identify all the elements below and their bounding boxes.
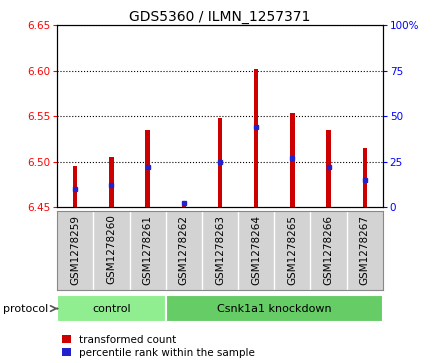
- Legend: transformed count, percentile rank within the sample: transformed count, percentile rank withi…: [62, 335, 255, 358]
- Bar: [73, 166, 77, 207]
- Bar: [218, 118, 222, 207]
- Bar: [182, 204, 186, 207]
- Bar: [311, 25, 347, 207]
- Text: GSM1278265: GSM1278265: [287, 215, 297, 285]
- Text: GSM1278259: GSM1278259: [70, 215, 80, 285]
- Text: Csnk1a1 knockdown: Csnk1a1 knockdown: [217, 303, 332, 314]
- FancyBboxPatch shape: [166, 295, 383, 322]
- Bar: [109, 157, 114, 207]
- Bar: [93, 25, 129, 207]
- Bar: [326, 130, 331, 207]
- Bar: [146, 130, 150, 207]
- Text: GSM1278266: GSM1278266: [323, 215, 334, 285]
- Bar: [274, 25, 311, 207]
- Bar: [57, 25, 93, 207]
- Bar: [254, 69, 258, 207]
- Text: protocol: protocol: [3, 303, 48, 314]
- Text: GSM1278264: GSM1278264: [251, 215, 261, 285]
- Bar: [166, 25, 202, 207]
- Bar: [347, 25, 383, 207]
- Bar: [363, 148, 367, 207]
- Text: GSM1278263: GSM1278263: [215, 215, 225, 285]
- Bar: [238, 25, 274, 207]
- Title: GDS5360 / ILMN_1257371: GDS5360 / ILMN_1257371: [129, 11, 311, 24]
- Text: control: control: [92, 303, 131, 314]
- Text: GSM1278260: GSM1278260: [106, 215, 117, 284]
- Bar: [129, 25, 166, 207]
- Text: GSM1278261: GSM1278261: [143, 215, 153, 285]
- Text: GSM1278262: GSM1278262: [179, 215, 189, 285]
- Bar: [202, 25, 238, 207]
- Text: GSM1278267: GSM1278267: [360, 215, 370, 285]
- FancyBboxPatch shape: [57, 295, 166, 322]
- Bar: [290, 113, 294, 207]
